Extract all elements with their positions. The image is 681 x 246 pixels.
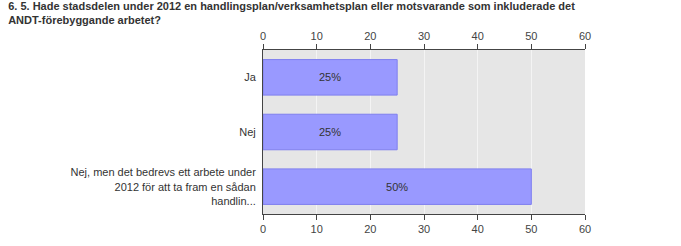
svg-text:60: 60 [579, 30, 591, 42]
svg-text:30: 30 [418, 30, 430, 42]
svg-text:Nej: Nej [239, 126, 256, 138]
svg-text:0: 0 [260, 223, 266, 235]
svg-text:6. 5. Hade stadsdelen under 20: 6. 5. Hade stadsdelen under 2012 en hand… [8, 0, 575, 26]
svg-text:Nej, men det bedrevs ett arbet: Nej, men det bedrevs ett arbete under201… [71, 166, 257, 207]
svg-text:40: 40 [472, 30, 484, 42]
svg-text:Ja: Ja [244, 71, 257, 83]
svg-text:20: 20 [364, 30, 376, 42]
svg-text:25%: 25% [319, 71, 341, 83]
svg-text:60: 60 [579, 223, 591, 235]
svg-text:0: 0 [260, 30, 266, 42]
svg-text:25%: 25% [319, 126, 341, 138]
svg-text:50%: 50% [386, 181, 408, 193]
svg-text:10: 10 [311, 223, 323, 235]
svg-text:10: 10 [311, 30, 323, 42]
svg-text:50: 50 [525, 223, 537, 235]
svg-text:30: 30 [418, 223, 430, 235]
svg-text:40: 40 [472, 223, 484, 235]
svg-text:20: 20 [364, 223, 376, 235]
svg-text:50: 50 [525, 30, 537, 42]
